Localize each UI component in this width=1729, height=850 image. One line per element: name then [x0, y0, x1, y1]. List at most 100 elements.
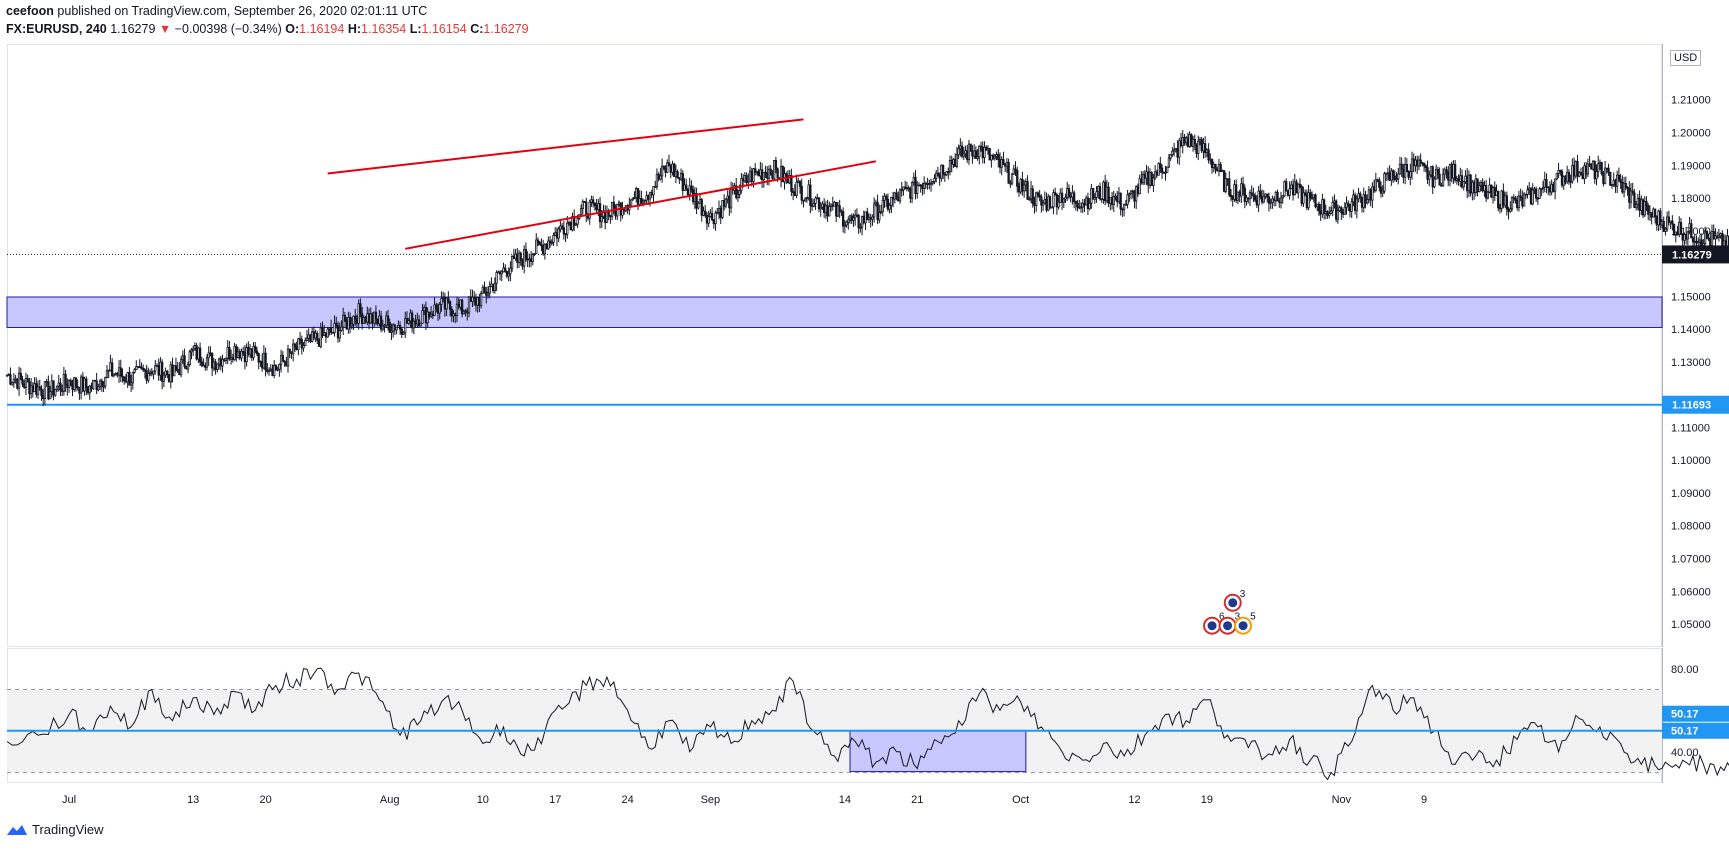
candle[interactable]	[1259, 190, 1262, 198]
candle[interactable]	[129, 382, 133, 386]
candle[interactable]	[388, 322, 391, 333]
candle[interactable]	[271, 368, 274, 376]
candle[interactable]	[567, 221, 571, 224]
candle[interactable]	[69, 380, 72, 386]
candle[interactable]	[800, 185, 803, 201]
candle[interactable]	[802, 199, 805, 202]
candle[interactable]	[1110, 197, 1114, 205]
candle[interactable]	[236, 351, 240, 358]
candle[interactable]	[71, 385, 74, 390]
candle[interactable]	[1081, 202, 1084, 208]
candle[interactable]	[343, 314, 347, 321]
candle[interactable]	[1314, 194, 1317, 208]
candle[interactable]	[216, 363, 219, 371]
candle[interactable]	[1666, 216, 1669, 230]
candle[interactable]	[1505, 195, 1508, 210]
candle[interactable]	[667, 162, 671, 167]
candle[interactable]	[171, 364, 174, 377]
candle[interactable]	[895, 192, 898, 198]
candle[interactable]	[1386, 172, 1390, 175]
candle[interactable]	[398, 324, 402, 330]
candle[interactable]	[1609, 171, 1612, 186]
candle[interactable]	[510, 255, 514, 269]
candle[interactable]	[1283, 181, 1286, 197]
candle[interactable]	[279, 355, 283, 365]
candle[interactable]	[757, 171, 760, 177]
candle[interactable]	[1407, 171, 1410, 178]
candle[interactable]	[1238, 191, 1241, 197]
candle[interactable]	[238, 351, 241, 359]
candle[interactable]	[921, 184, 924, 189]
candle[interactable]	[373, 311, 376, 324]
candle[interactable]	[1443, 169, 1446, 175]
candle[interactable]	[288, 348, 291, 353]
candle[interactable]	[645, 195, 648, 201]
candle[interactable]	[405, 318, 409, 324]
candle[interactable]	[995, 154, 998, 157]
candle[interactable]	[716, 211, 719, 214]
candle[interactable]	[200, 361, 203, 366]
candle[interactable]	[292, 343, 295, 355]
candle[interactable]	[1205, 149, 1209, 153]
candle[interactable]	[1271, 198, 1274, 203]
candle[interactable]	[348, 317, 352, 327]
candle[interactable]	[1248, 192, 1252, 200]
candle[interactable]	[88, 385, 91, 394]
candle[interactable]	[1493, 187, 1496, 197]
candle[interactable]	[1319, 210, 1322, 215]
candle[interactable]	[1307, 192, 1310, 209]
candle[interactable]	[264, 352, 267, 371]
candle[interactable]	[195, 345, 198, 360]
candle[interactable]	[1617, 174, 1621, 181]
candle[interactable]	[1428, 174, 1431, 180]
candle[interactable]	[1348, 204, 1352, 212]
candle[interactable]	[1634, 204, 1638, 208]
candle[interactable]	[690, 185, 693, 191]
candle[interactable]	[278, 363, 281, 370]
candle[interactable]	[1579, 172, 1583, 175]
candle[interactable]	[1476, 178, 1479, 193]
candle[interactable]	[704, 210, 707, 216]
candle[interactable]	[235, 345, 238, 358]
candle[interactable]	[1093, 197, 1096, 200]
candle[interactable]	[73, 377, 76, 390]
candle[interactable]	[92, 379, 95, 390]
candle[interactable]	[305, 337, 309, 342]
candle[interactable]	[976, 156, 979, 159]
candle[interactable]	[500, 271, 503, 275]
candle[interactable]	[316, 332, 319, 341]
candle[interactable]	[117, 367, 121, 376]
candle[interactable]	[1302, 192, 1305, 204]
candle[interactable]	[998, 159, 1002, 168]
candle[interactable]	[1519, 195, 1522, 198]
candle[interactable]	[1605, 167, 1608, 170]
candle[interactable]	[793, 191, 796, 196]
candle[interactable]	[805, 197, 809, 200]
candle[interactable]	[250, 348, 253, 358]
candle[interactable]	[1328, 213, 1331, 216]
candle[interactable]	[562, 227, 565, 235]
candle[interactable]	[342, 314, 345, 328]
candle[interactable]	[1204, 143, 1207, 153]
candle[interactable]	[623, 209, 626, 212]
candle[interactable]	[1529, 187, 1533, 205]
candle[interactable]	[1183, 137, 1186, 144]
candle[interactable]	[1295, 181, 1298, 194]
candle[interactable]	[167, 374, 171, 383]
candle[interactable]	[1472, 181, 1476, 193]
candle[interactable]	[460, 299, 464, 315]
candle[interactable]	[219, 358, 222, 367]
candle[interactable]	[1481, 182, 1484, 192]
candle[interactable]	[1547, 186, 1550, 189]
candle[interactable]	[67, 380, 71, 389]
candle[interactable]	[1090, 188, 1093, 204]
candle[interactable]	[529, 258, 533, 262]
candle[interactable]	[564, 233, 567, 236]
candle[interactable]	[123, 376, 126, 382]
candle[interactable]	[1510, 197, 1514, 210]
candle[interactable]	[111, 362, 114, 377]
candle[interactable]	[669, 165, 672, 173]
candle[interactable]	[990, 154, 993, 161]
candle[interactable]	[1657, 210, 1660, 226]
candle[interactable]	[1374, 179, 1377, 191]
